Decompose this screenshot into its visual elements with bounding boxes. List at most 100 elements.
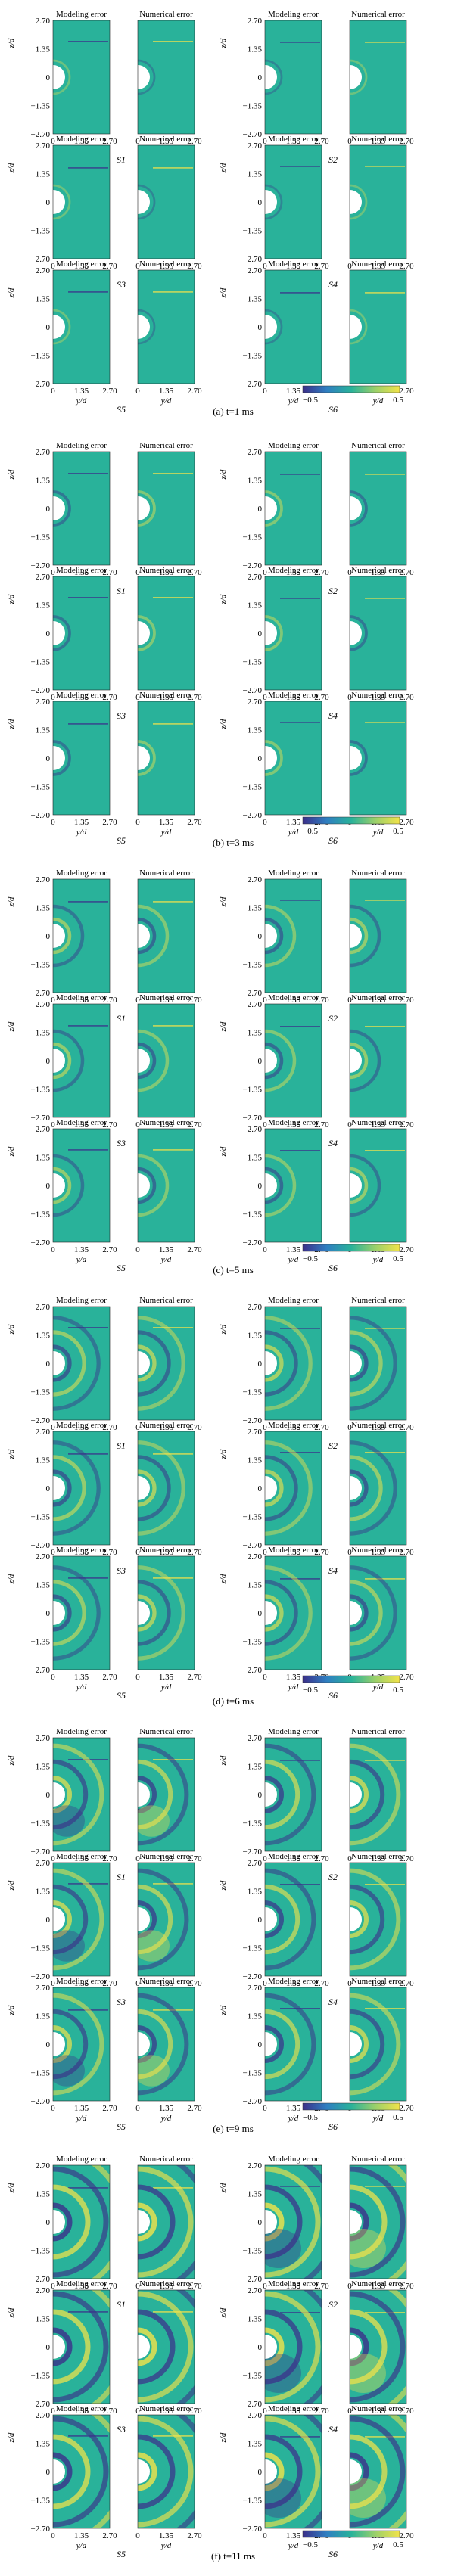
y-tick-label: 2.70 (248, 1125, 263, 1134)
scenario-label: S1 (117, 1013, 126, 1024)
modeling-error-title: Modeling error (56, 1977, 107, 1986)
contour-panel-modeling (52, 1128, 111, 1243)
scenario-group-s2: Modeling error Numerical error2.701.350−1… (219, 869, 414, 1024)
y-tick-label: 1.35 (248, 726, 263, 735)
cylinder-shape (265, 65, 277, 89)
y-tick-label: −2.70 (31, 380, 51, 389)
y-tick-label: 0 (258, 754, 263, 763)
contour-panel-numerical (349, 1555, 407, 1670)
error-region (350, 2229, 386, 2268)
y-tick-label: 0 (258, 198, 263, 207)
subfigure-caption: (c) t=5 ms (213, 1264, 254, 1276)
error-streak (153, 723, 193, 725)
error-streak (365, 1150, 405, 1151)
x-tick-label: 1.35 (159, 137, 174, 146)
x-tick-label: 2.70 (399, 1673, 414, 1682)
y-tick-label: −2.70 (243, 811, 263, 820)
y-tick-label: −2.70 (31, 1541, 51, 1550)
contour-panel-numerical (137, 451, 195, 566)
x-tick-label: 2.70 (314, 996, 329, 1005)
x-tick-label: 2.70 (187, 818, 202, 827)
x-axis-label: y/d (160, 828, 172, 837)
y-tick-label: 1.35 (248, 2012, 263, 2021)
x-tick-label: 2.70 (102, 1979, 117, 1988)
x-tick-label: 1.35 (74, 1548, 89, 1557)
x-tick-label: 1.35 (286, 1423, 301, 1432)
y-tick-label: −2.70 (243, 1847, 263, 1857)
numerical-error-title: Numerical error (139, 1296, 193, 1305)
x-tick-label: 1.35 (74, 818, 89, 827)
contour-panel-modeling (264, 878, 322, 993)
cylinder-shape (138, 1476, 150, 1500)
cylinder-shape (350, 65, 362, 89)
y-tick-label: −1.35 (243, 2497, 263, 2506)
y-tick-label: 2.70 (36, 1984, 51, 1993)
x-tick-label: 2.70 (399, 1979, 414, 1988)
y-tick-label: 0 (46, 2343, 51, 2352)
panel-frame (264, 1862, 322, 1977)
x-axis-label: y/d (76, 828, 87, 837)
x-tick-label: 1.35 (159, 2531, 174, 2540)
panel-frame (264, 701, 322, 816)
error-streak (280, 474, 320, 475)
modeling-error-title: Modeling error (56, 1421, 107, 1430)
x-tick-label: 1.35 (159, 818, 174, 827)
y-tick-label: 2.70 (248, 1552, 263, 1561)
scenario-group-s3: Modeling error Numerical error2.701.350−1… (7, 993, 202, 1148)
x-tick-label: 0 (347, 137, 352, 146)
error-arc (138, 2184, 176, 2260)
y-tick-label: −1.35 (243, 1086, 263, 1095)
error-arc (53, 1565, 101, 1661)
panel-frame (349, 20, 407, 135)
y-tick-label: 0 (258, 932, 263, 941)
x-tick-label: 2.70 (314, 1423, 329, 1432)
y-tick-label: −1.35 (243, 961, 263, 970)
x-tick-label: 0 (135, 1245, 140, 1254)
contour-panel-modeling (52, 1987, 111, 2102)
y-tick-label: −2.70 (243, 1416, 263, 1425)
scenario-group-s4: Modeling error Numerical error2.701.350−1… (219, 566, 414, 721)
y-axis-label: z/d (7, 2005, 16, 2015)
y-tick-label: 1.35 (248, 1456, 263, 1465)
scenario-group-s3: Modeling error Numerical error2.701.350−1… (7, 1852, 202, 2007)
x-tick-label: 2.70 (187, 1673, 202, 1682)
cylinder-shape (265, 315, 277, 339)
y-tick-label: 2.70 (36, 141, 51, 151)
error-arc (53, 1594, 72, 1632)
numerical-error-title: Numerical error (139, 1727, 193, 1736)
y-tick-label: 0 (258, 2468, 263, 2477)
error-arc (265, 1776, 284, 1813)
cylinder-shape (138, 1601, 150, 1625)
y-axis-label: z/d (7, 1574, 16, 1584)
x-tick-label: 2.70 (187, 1548, 202, 1557)
cylinder-shape (53, 1601, 65, 1625)
x-tick-label: 0 (135, 2531, 140, 2540)
y-tick-label: 0 (258, 73, 263, 82)
scenario-group-s2: Modeling error Numerical error2.701.350−1… (219, 1727, 414, 1882)
contour-panel-modeling (264, 1306, 322, 1421)
modeling-error-title: Modeling error (268, 1852, 319, 1861)
y-axis-label: z/d (7, 719, 16, 729)
y-tick-label: −1.35 (243, 1638, 263, 1647)
x-tick-label: 0 (135, 387, 140, 396)
y-tick-label: 1.35 (248, 2440, 263, 2449)
subfigure-f: Modeling error Numerical error2.701.350−1… (7, 2155, 414, 2562)
contour-panel-modeling (52, 1003, 111, 1118)
error-arc (350, 1316, 397, 1411)
panel-frame (137, 701, 195, 816)
error-streak (153, 2311, 193, 2313)
x-tick-label: 0 (263, 1673, 267, 1682)
y-tick-label: 1.35 (36, 904, 51, 913)
x-tick-label: 0 (135, 693, 140, 702)
contour-panel-modeling (264, 144, 322, 259)
error-arc (350, 2025, 369, 2063)
x-tick-label: 1.35 (286, 2531, 301, 2540)
cylinder-shape (138, 2459, 150, 2484)
error-arc (138, 1900, 157, 1938)
cylinder-shape (350, 1173, 362, 1198)
x-tick-label: 0 (51, 2531, 55, 2540)
x-tick-label: 1.35 (371, 693, 386, 702)
contour-panel-numerical (137, 2164, 195, 2279)
y-tick-label: −1.35 (243, 227, 263, 236)
error-arc (350, 615, 368, 651)
